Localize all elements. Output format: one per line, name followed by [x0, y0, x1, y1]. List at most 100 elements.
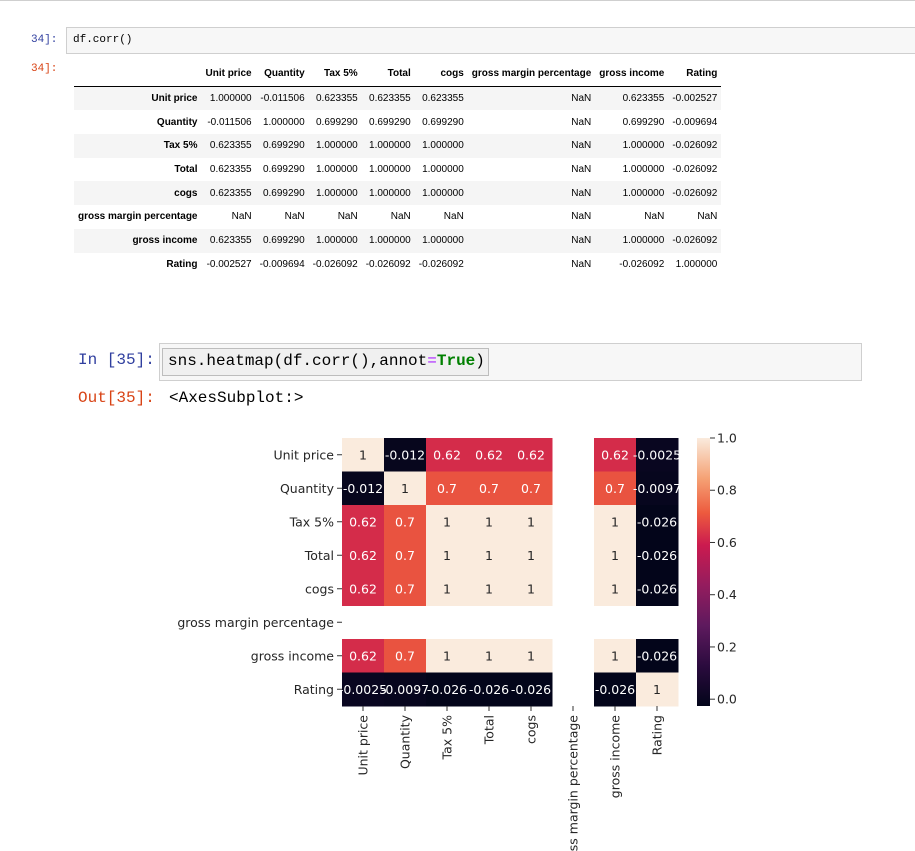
heatmap-cell [342, 572, 385, 606]
heatmap-cell [384, 471, 427, 506]
heatmap-cell [594, 639, 637, 673]
dataframe-cell: 0.699290 [315, 116, 358, 128]
dataframe-cell: -0.009694 [672, 116, 718, 128]
cell-34-output-prompt: 34]: [31, 63, 58, 75]
code-prefix: sns.heatmap(df.corr(),annot [168, 352, 428, 370]
dataframe-column-header: Quantity [255, 62, 309, 87]
dataframe-cell: 1.000000 [422, 235, 464, 247]
dataframe-column-header: Tax 5% [308, 62, 362, 87]
heatmap-annotation: 1 [527, 648, 535, 663]
dataframe-cell: -0.002527 [206, 258, 252, 270]
dataframe-cell: NaN [443, 211, 464, 223]
dataframe-row-label: Rating [166, 258, 198, 270]
dataframe-cell: -0.009694 [259, 258, 305, 270]
heatmap-annotation: 1 [401, 481, 409, 496]
dataframe-cell: NaN [337, 211, 358, 223]
x-tick-label: Total [482, 715, 497, 745]
dataframe-cell: NaN [644, 211, 665, 223]
heatmap-annotation: 1 [485, 581, 493, 596]
heatmap-cell [510, 639, 553, 673]
heatmap-cell [468, 438, 511, 472]
cell-35-code[interactable]: sns.heatmap(df.corr(),annot=True) [168, 352, 485, 370]
heatmap-cell [426, 639, 469, 673]
heatmap-cell [510, 572, 553, 606]
heatmap-annotation: 0.62 [475, 447, 503, 462]
heatmap-annotation: 0.62 [433, 447, 461, 462]
cell-34-code-editor[interactable]: df.corr() [66, 27, 915, 54]
dataframe-row: Rating -0.002527 -0.009694 -0.026092 -0.0260… [74, 253, 721, 277]
dataframe-cell: 0.623355 [422, 93, 464, 105]
heatmap-cell [594, 672, 637, 707]
dataframe-column-header: cogs [414, 62, 468, 87]
dataframe-cell: NaN [571, 116, 592, 128]
dataframe-cell: 0.623355 [369, 93, 411, 105]
dataframe-cell: 0.699290 [262, 164, 305, 176]
heatmap-annotation: 0.62 [349, 514, 377, 529]
heatmap-annotation: -0.026 [511, 682, 551, 697]
heatmap-cell [468, 572, 511, 606]
heatmap-cell [342, 471, 385, 506]
dataframe-row-label: Total [174, 164, 198, 176]
dataframe-row: Quantity -0.011506 1.000000 0.699290 0.69929… [74, 110, 721, 134]
dataframe-cell: 0.699290 [262, 140, 305, 152]
heatmap-cell [468, 471, 511, 506]
heatmap-annotation: 0.7 [395, 548, 415, 563]
heatmap-annotation: -0.0025 [633, 447, 681, 462]
heatmap-cell [468, 538, 511, 573]
heatmap-cell [342, 538, 385, 573]
heatmap-annotation: 0.62 [349, 648, 377, 663]
dataframe-cell: -0.026092 [619, 258, 665, 270]
heatmap-annotation: 1 [611, 514, 619, 529]
code-equals: = [427, 352, 437, 370]
dataframe-cell: 0.699290 [262, 235, 305, 247]
heatmap-annotation: -0.026 [637, 648, 677, 663]
cell-35-code-editor[interactable]: sns.heatmap(df.corr(),annot=True) [159, 343, 862, 381]
cell-35-output-prompt: Out[35]: [78, 389, 155, 407]
dataframe-row-label: Tax 5% [163, 140, 198, 152]
dataframe-cell: 0.623355 [209, 140, 252, 152]
dataframe-cell: NaN [284, 211, 305, 223]
heatmap-annotation: 1 [485, 648, 493, 663]
dataframe-index-header [74, 62, 202, 87]
dataframe-cell: 0.699290 [369, 116, 411, 128]
heatmap-annotation: -0.026 [637, 548, 677, 563]
heatmap-x-tick-labels: Unit price Quantity Tax 5% Total cogs gross m… [356, 706, 665, 851]
dataframe-cell: 1.000000 [422, 187, 464, 199]
dataframe-cell: -0.026092 [312, 258, 358, 270]
dataframe-cell: -0.011506 [207, 116, 252, 128]
dataframe-row-label: Quantity [156, 116, 198, 128]
heatmap-annotation: 1 [485, 548, 493, 563]
heatmap-cell [510, 438, 553, 472]
heatmap-annotation: -0.026 [637, 514, 677, 529]
dataframe-cell: -0.026092 [672, 164, 718, 176]
dataframe-cell: -0.026092 [672, 140, 718, 152]
y-tick-label: Rating [294, 682, 334, 697]
heatmap-cell [594, 505, 637, 539]
dataframe-cell: 1.000000 [369, 187, 411, 199]
dataframe-cell: NaN [571, 164, 592, 176]
dataframe-row: Unit price 1.000000 -0.011506 0.623355 0.623… [74, 86, 722, 111]
heatmap-cell [636, 572, 679, 606]
dataframe-cell: 1.000000 [422, 164, 464, 176]
heatmap-cell [510, 471, 553, 506]
x-tick-label: cogs [524, 715, 539, 744]
cell-34-code[interactable]: df.corr() [73, 34, 133, 46]
heatmap-annotation: 0.7 [395, 514, 415, 529]
correlation-heatmap: 1 -0.012 0.62 0.62 0.62 0.62 -0.0025 -0.012 1 0.7… [177, 431, 737, 851]
code-selection-highlight [162, 348, 489, 376]
heatmap-annotation: 1 [611, 581, 619, 596]
dataframe-column-header: Unit price [201, 62, 256, 87]
heatmap-cell [426, 672, 469, 707]
heatmap-annotation: -0.026 [637, 581, 677, 596]
heatmap-annotation: 1 [653, 682, 661, 697]
dataframe-row: Total 0.623355 0.699290 1.000000 1.000000 1.0… [74, 158, 721, 182]
heatmap-cell [384, 639, 427, 673]
dataframe-cell: 1.000000 [675, 258, 718, 270]
colorbar-tick-label: 0.8 [717, 483, 737, 498]
heatmap-cell [636, 505, 679, 539]
y-tick-label: gross income [251, 648, 335, 663]
dataframe-cell: 1.000000 [622, 140, 665, 152]
heatmap-annotation: 1 [527, 581, 535, 596]
heatmap-annotation: 0.7 [395, 581, 415, 596]
x-tick-label: Unit price [356, 715, 371, 776]
